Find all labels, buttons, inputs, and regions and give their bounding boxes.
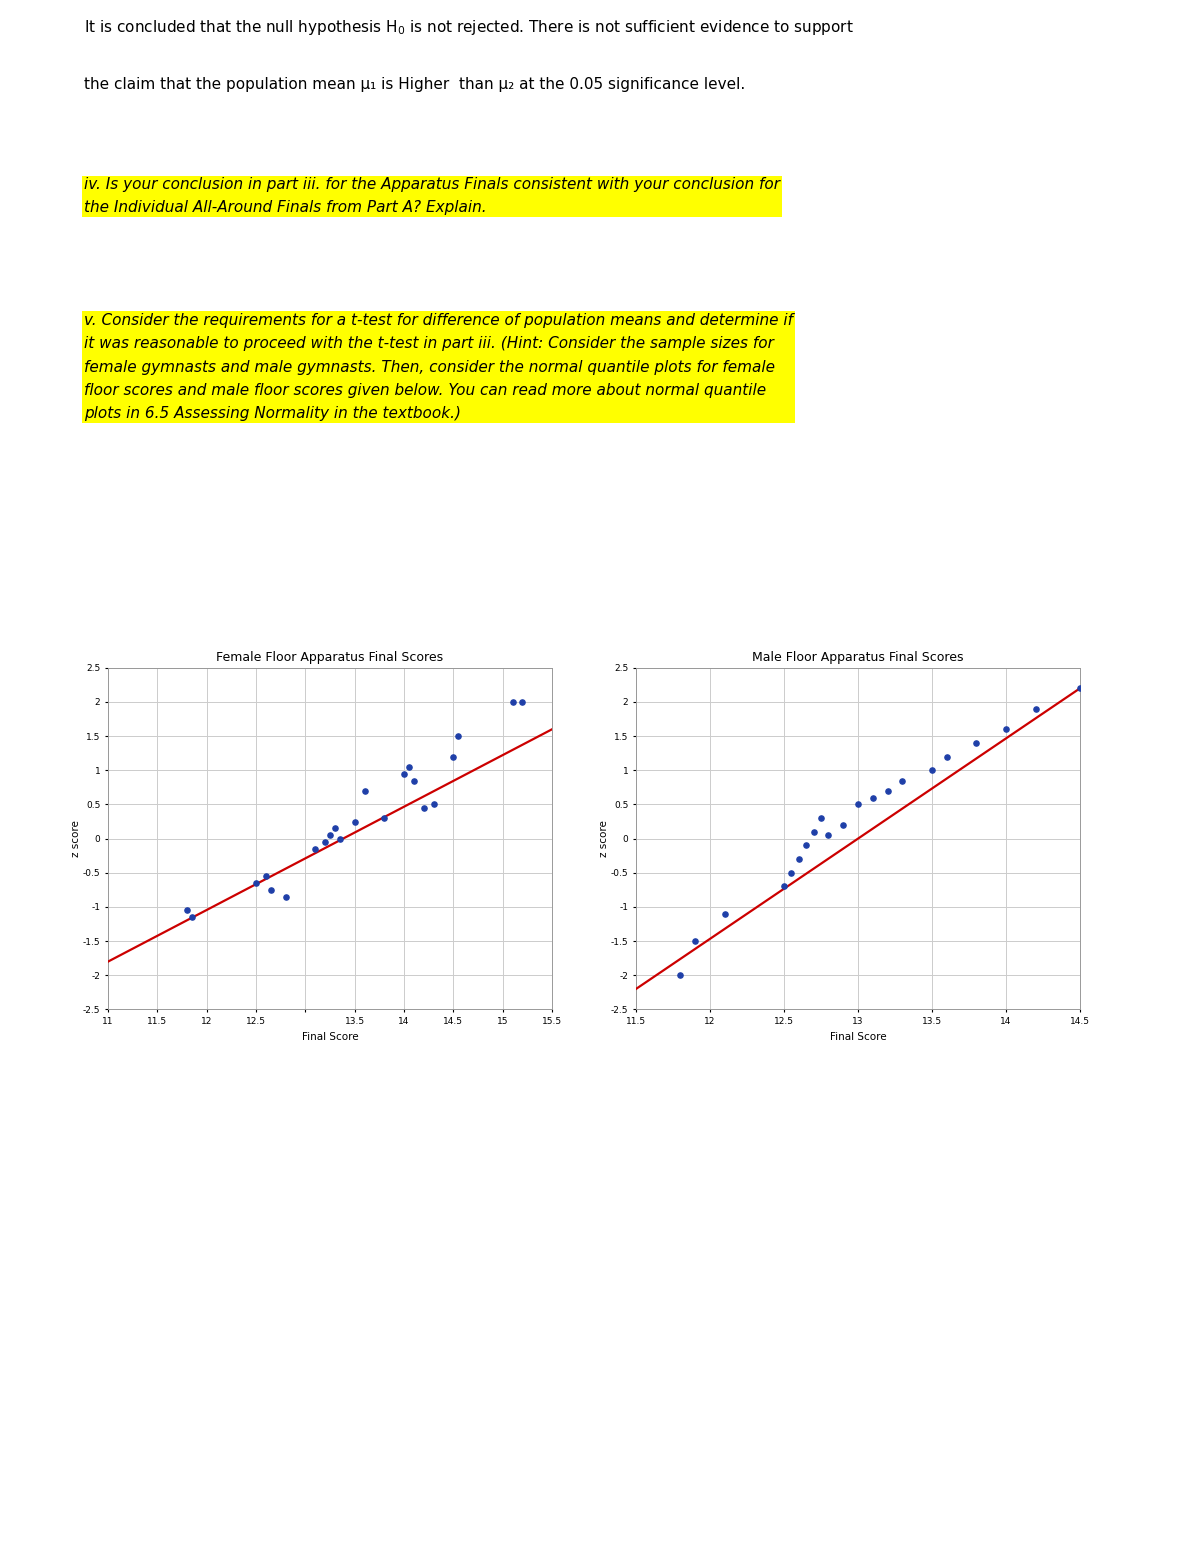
Point [967, 730, 986, 755]
Text: the claim that the population mean μ₁ is Higher  than μ₂ at the 0.05 significanc: the claim that the population mean μ₁ is… [84, 76, 745, 92]
Point [246, 871, 265, 896]
Point [790, 846, 809, 871]
Point [782, 860, 802, 885]
Point [346, 809, 365, 834]
Point [923, 758, 942, 783]
Point [355, 778, 374, 803]
Point [320, 823, 340, 848]
Point [774, 874, 793, 899]
Point [797, 832, 816, 857]
Point [182, 905, 202, 930]
Text: iv. Is your conclusion in part iii. for the Apparatus Finals consistent with you: iv. Is your conclusion in part iii. for … [84, 177, 780, 216]
Point [1026, 696, 1045, 721]
Y-axis label: z score: z score [599, 820, 610, 857]
Y-axis label: z score: z score [71, 820, 82, 857]
Point [444, 744, 463, 769]
Point [424, 792, 443, 817]
Text: It is concluded that the null hypothesis H$_0$ is not rejected. There is not suf: It is concluded that the null hypothesis… [84, 17, 853, 37]
Text: v. Consider the requirements for a t-test for difference of population means and: v. Consider the requirements for a t-tes… [84, 312, 793, 421]
Point [374, 806, 394, 831]
Point [404, 769, 424, 794]
Point [1070, 676, 1090, 700]
Point [306, 837, 325, 862]
Point [848, 792, 868, 817]
Title: Male Floor Apparatus Final Scores: Male Floor Apparatus Final Scores [752, 651, 964, 663]
Point [512, 690, 532, 714]
Point [804, 820, 823, 845]
Point [178, 898, 197, 922]
Point [818, 823, 838, 848]
Point [400, 755, 419, 780]
Point [834, 812, 853, 837]
Point [937, 744, 956, 769]
X-axis label: Final Score: Final Score [829, 1031, 887, 1042]
Point [893, 769, 912, 794]
Point [330, 826, 349, 851]
Point [811, 806, 830, 831]
Title: Female Floor Apparatus Final Scores: Female Floor Apparatus Final Scores [216, 651, 444, 663]
Point [276, 884, 295, 909]
Point [671, 963, 690, 988]
Point [685, 929, 704, 954]
Point [503, 690, 522, 714]
Point [715, 901, 734, 926]
Point [449, 724, 468, 749]
Point [325, 815, 344, 840]
Point [257, 863, 276, 888]
Point [316, 829, 335, 854]
Point [878, 778, 898, 803]
Point [262, 877, 281, 902]
Point [395, 761, 414, 786]
X-axis label: Final Score: Final Score [301, 1031, 359, 1042]
Point [863, 786, 882, 811]
Point [996, 717, 1015, 742]
Point [414, 795, 433, 820]
